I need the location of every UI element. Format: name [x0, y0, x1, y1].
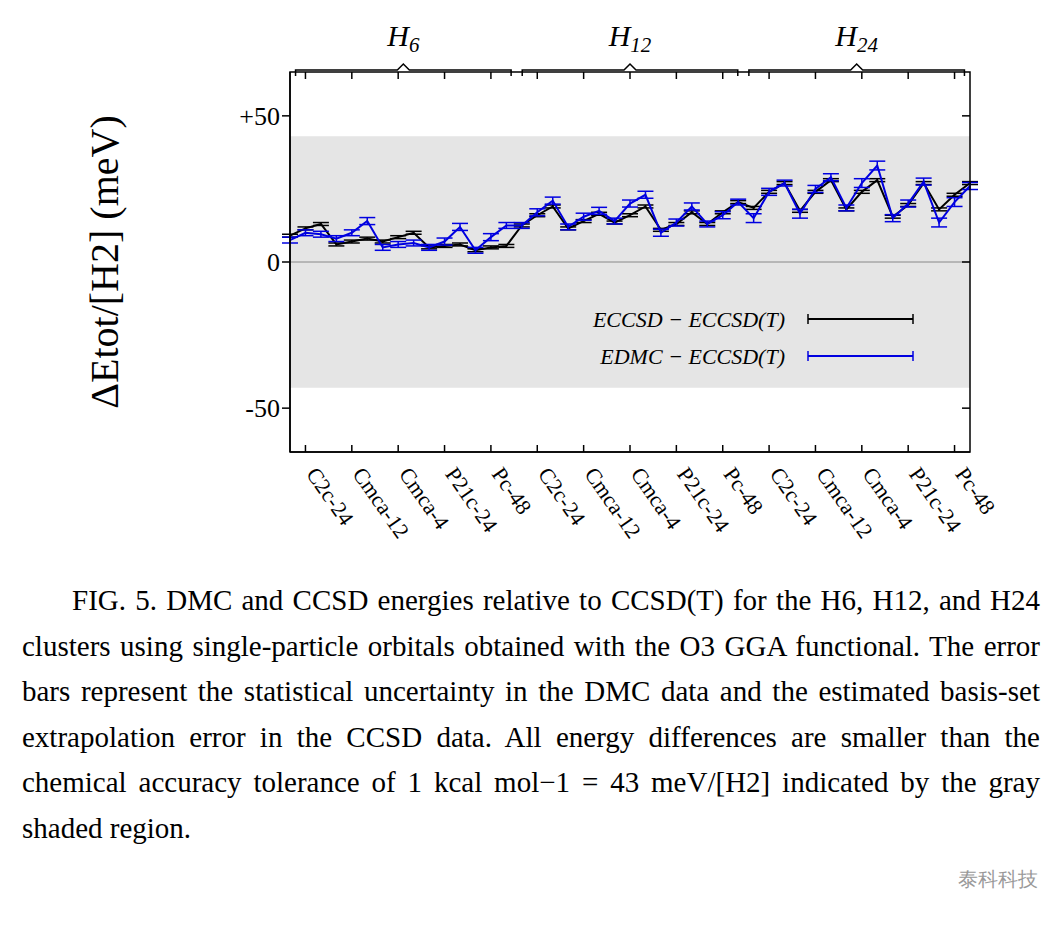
svg-text:H12: H12 [608, 19, 652, 57]
svg-text:P21c-24: P21c-24 [672, 462, 735, 537]
svg-text:Cmca-12: Cmca-12 [579, 462, 647, 543]
svg-text:Pc-48: Pc-48 [487, 463, 537, 519]
svg-text:Cmca-4: Cmca-4 [857, 462, 919, 534]
svg-text:Cmca-4: Cmca-4 [625, 462, 687, 534]
svg-text:+50: +50 [239, 102, 280, 131]
html-text:FIG. 5. DMC and CCSD energies: FIG. 5. DMC and CCSD energies relative t… [22, 584, 1040, 844]
svg-text:C2c-24: C2c-24 [301, 463, 359, 530]
svg-text:Cmca-12: Cmca-12 [347, 462, 415, 543]
svg-text:0: 0 [267, 248, 280, 277]
svg-text:Pc-48: Pc-48 [950, 463, 1000, 519]
svg-text:P21c-24: P21c-24 [904, 462, 967, 537]
html-text:泰科科技: 泰科科技 [958, 867, 1038, 891]
svg-text:Pc-48: Pc-48 [719, 463, 769, 519]
svg-text:P21c-24: P21c-24 [440, 462, 503, 537]
svg-text:C2c-24: C2c-24 [765, 463, 823, 530]
svg-text:Cmca-4: Cmca-4 [394, 462, 455, 534]
svg-text:EDMC − ECCSD(T): EDMC − ECCSD(T) [599, 344, 785, 369]
svg-text:H24: H24 [834, 19, 878, 57]
svg-text:-50: -50 [245, 394, 280, 423]
svg-text:C2c-24: C2c-24 [533, 463, 591, 530]
svg-text:ΔEtot/[H2] (meV): ΔEtot/[H2] (meV) [82, 115, 127, 408]
svg-text:ECCSD − ECCSD(T): ECCSD − ECCSD(T) [592, 307, 785, 332]
svg-text:Cmca-12: Cmca-12 [811, 462, 879, 543]
svg-text:H6: H6 [386, 19, 420, 57]
